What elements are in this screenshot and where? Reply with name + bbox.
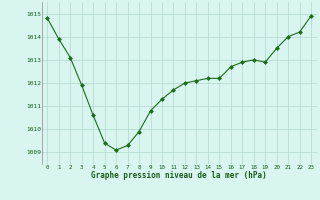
X-axis label: Graphe pression niveau de la mer (hPa): Graphe pression niveau de la mer (hPa) (91, 171, 267, 180)
